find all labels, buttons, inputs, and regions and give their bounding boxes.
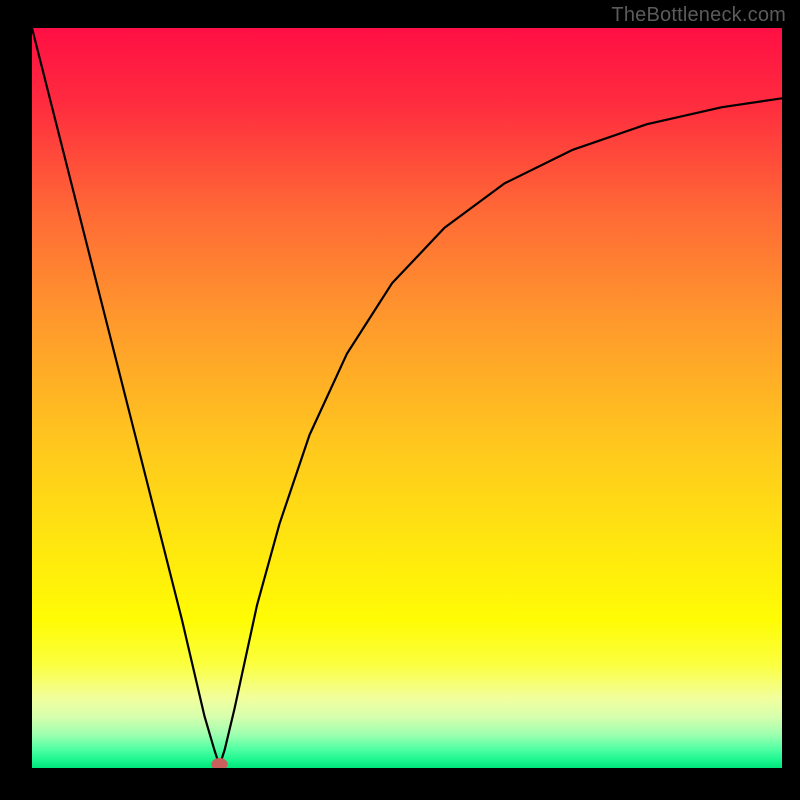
watermark-text: TheBottleneck.com: [611, 4, 786, 27]
bottleneck-curve-chart: [32, 28, 782, 768]
chart-background: [32, 28, 782, 768]
chart-frame: TheBottleneck.com: [0, 0, 800, 800]
